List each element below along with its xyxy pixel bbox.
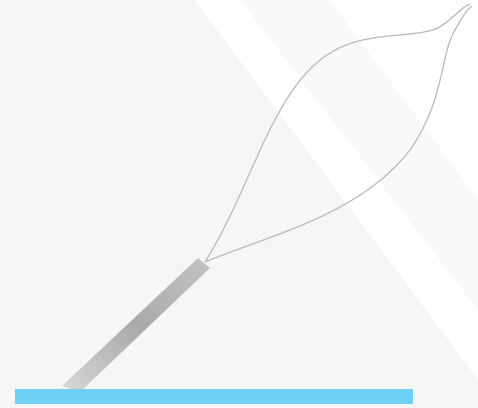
accent-bar [15, 389, 413, 404]
product-image [0, 0, 478, 408]
page [0, 0, 478, 408]
